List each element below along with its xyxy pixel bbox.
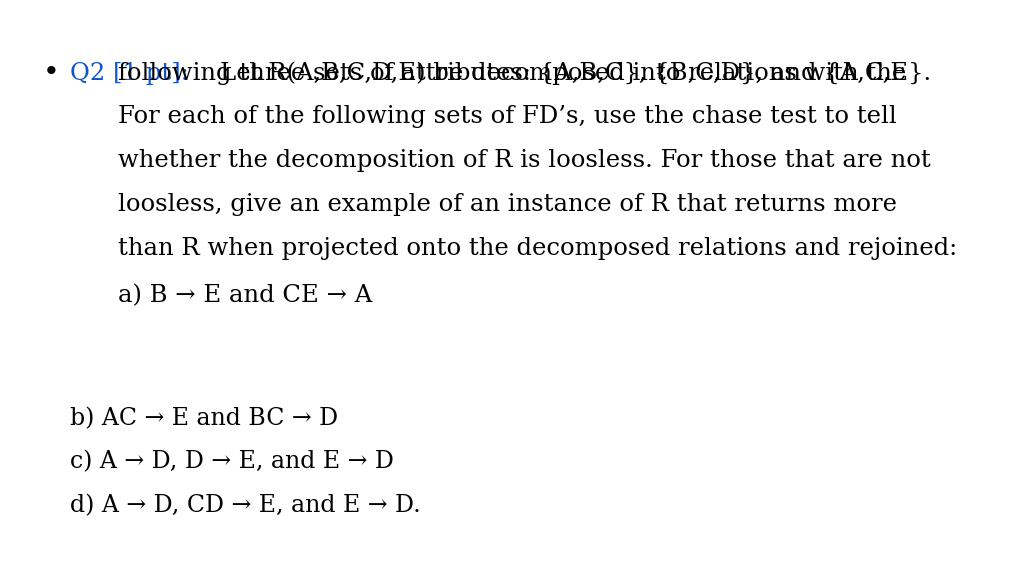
Text: b) AC → E and BC → D: b) AC → E and BC → D — [70, 407, 338, 430]
Text: whether the decomposition of R is loosless. For those that are not: whether the decomposition of R is loosle… — [118, 149, 931, 173]
Text: following three sets of attributes: {A,B,C}, {B,C,D}, and {A,C,E}.: following three sets of attributes: {A,B… — [118, 61, 931, 85]
Text: For each of the following sets of FD’s, use the chase test to tell: For each of the following sets of FD’s, … — [118, 105, 896, 129]
Text: loosless, give an example of an instance of R that returns more: loosless, give an example of an instance… — [118, 193, 897, 216]
Text: Let R(A,B,C,D,E) be decomposed into relations with the: Let R(A,B,C,D,E) be decomposed into rela… — [220, 61, 906, 85]
Text: than R when projected onto the decomposed relations and rejoined:: than R when projected onto the decompose… — [118, 237, 957, 260]
Text: c) A → D, D → E, and E → D: c) A → D, D → E, and E → D — [70, 450, 393, 474]
Text: Q2 [1 pt]:: Q2 [1 pt]: — [70, 61, 188, 85]
Text: d) A → D, CD → E, and E → D.: d) A → D, CD → E, and E → D. — [70, 494, 421, 518]
Text: a) B → E and CE → A: a) B → E and CE → A — [118, 284, 372, 307]
Text: •: • — [43, 60, 59, 87]
